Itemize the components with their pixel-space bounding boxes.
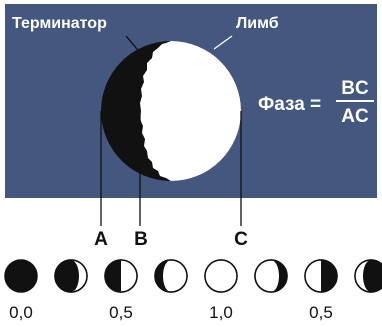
- point-a-label: A: [94, 229, 108, 250]
- phase-value-label: 1,0: [209, 303, 233, 322]
- phase-icon: [304, 259, 338, 293]
- phase-value-label: 0,0: [9, 303, 33, 322]
- limb-leader: [213, 35, 233, 50]
- formula-numerator: BC: [341, 78, 369, 99]
- point-c-label: C: [234, 229, 248, 250]
- limb-label: Лимб: [236, 15, 279, 32]
- point-b-label: B: [134, 229, 148, 250]
- phase-icon: [204, 259, 238, 293]
- phase-icon: [4, 259, 38, 293]
- moon-disk: [101, 41, 241, 181]
- moon-lit-side: [140, 41, 241, 181]
- phase-formula: Фаза = BC AC: [258, 78, 374, 127]
- phase-icon: [104, 259, 138, 293]
- phase-icon: [54, 259, 88, 293]
- terminator-label: Терминатор: [12, 15, 107, 32]
- phase-icon: [154, 259, 188, 293]
- phase-value-label: 0,5: [309, 303, 333, 322]
- phase-icon: [354, 259, 382, 293]
- formula-lhs: Фаза =: [258, 94, 321, 115]
- formula-denominator: AC: [341, 106, 369, 127]
- terminator-leader: [125, 35, 149, 63]
- phase-icon-row: [4, 259, 382, 293]
- phase-value-label: 0,5: [109, 303, 133, 322]
- phase-icon: [254, 259, 288, 293]
